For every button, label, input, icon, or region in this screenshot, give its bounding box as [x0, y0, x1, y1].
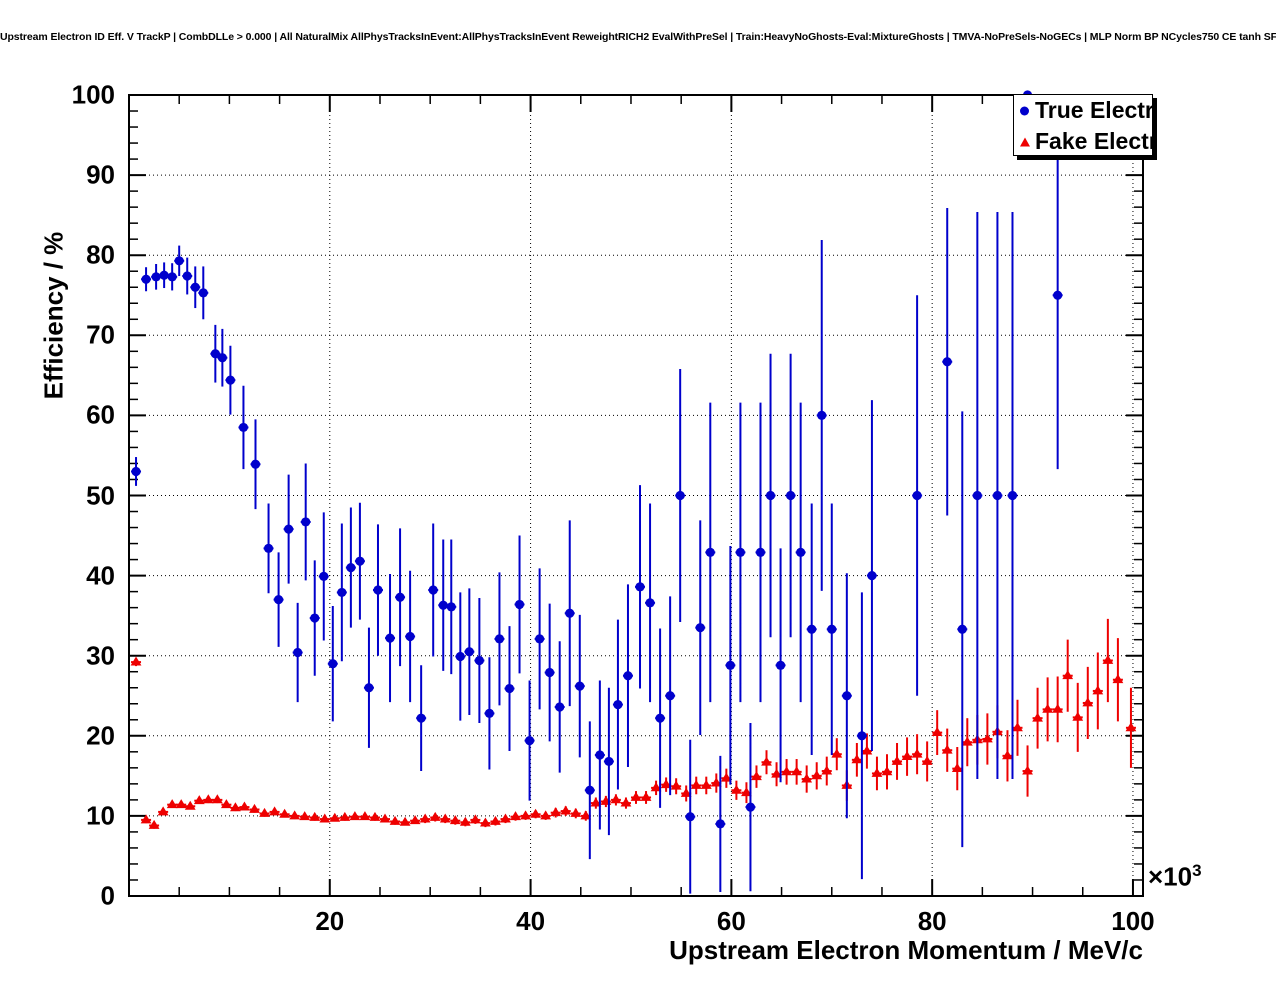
x-tick-label: 20: [315, 906, 345, 936]
series-true-electron: [131, 90, 1063, 894]
legend: True Electron Fake Electron: [1013, 94, 1153, 156]
y-tick-label: 60: [86, 399, 115, 430]
x-axis-title: Upstream Electron Momentum / MeV/c: [669, 935, 1143, 965]
legend-item-true-electron: True Electron: [1014, 95, 1152, 126]
y-tick-label: 20: [86, 720, 115, 751]
y-tick-label: 40: [86, 560, 115, 591]
y-tick-label: 80: [86, 239, 115, 270]
y-tick-label: 70: [86, 319, 115, 350]
y-tick-label: 10: [86, 800, 115, 831]
x-tick-label: 40: [516, 906, 546, 936]
plot-frame: [128, 94, 1144, 897]
x-tick-label: 60: [716, 906, 746, 936]
y-tick-label: 30: [86, 640, 115, 671]
legend-item-fake-electron: Fake Electron: [1014, 126, 1152, 155]
y-tick-label: 0: [100, 880, 115, 911]
y-tick-label: 100: [71, 79, 115, 110]
legend-label-fake-electron: Fake Electron: [1035, 128, 1152, 154]
x-tick-label: 100: [1111, 906, 1155, 936]
y-tick-label: 50: [86, 480, 115, 510]
y-tick-label: 90: [86, 159, 115, 190]
y-axis-title: Efficiency / %: [38, 231, 69, 400]
grid-layer: [129, 94, 1143, 896]
legend-label-true-electron: True Electron: [1035, 97, 1153, 123]
x-tick-label: 80: [917, 906, 947, 936]
x-axis-exponent: ×103: [1148, 861, 1202, 892]
triangle-marker-icon: [1020, 137, 1030, 146]
series-fake-electron: [130, 618, 1137, 829]
circle-marker-icon: [1020, 106, 1029, 115]
plot-title: Upstream Electron ID Eff. V TrackP | Com…: [0, 31, 1276, 43]
